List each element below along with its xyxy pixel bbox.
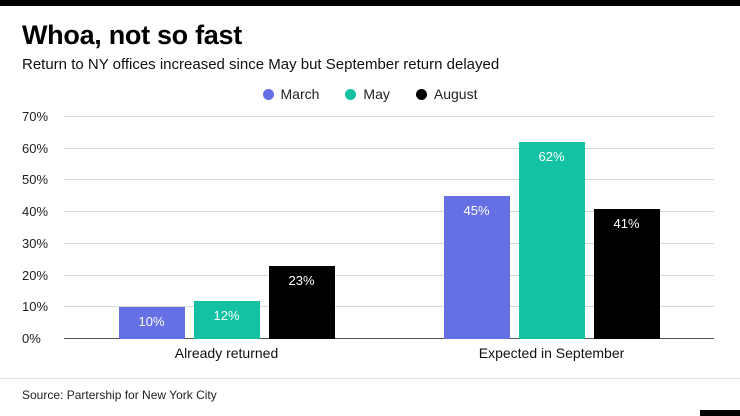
y-axis-tick-10%: 10%	[22, 299, 49, 315]
legend-item-march: March	[262, 86, 320, 102]
bar-august-group0: 23%	[268, 266, 335, 339]
legend-item-august: August	[415, 86, 478, 102]
source-text: Source: Partership for New York City	[22, 388, 217, 402]
bar-value-label: 10%	[138, 314, 165, 330]
bar-group-1: 45% 62% 41%	[389, 117, 714, 339]
bars-layer: 10% 12% 23% 45% 62% 41%	[64, 117, 714, 339]
plot-area: 0% 10% 20% 30% 40% 50% 60% 70% 10% 12% 23% 45% 62% 41…	[22, 110, 714, 346]
chart-title: Whoa, not so fast	[22, 20, 242, 50]
y-axis-tick-30%: 30%	[22, 235, 49, 251]
y-axis-tick-50%: 50%	[22, 172, 49, 188]
bottom-right-accent-bar	[700, 410, 740, 416]
gridline-10%	[64, 306, 714, 308]
gridline-20%	[64, 274, 714, 276]
chart-footer: Source: Partership for New York City	[0, 378, 740, 402]
bar-march-group0: 10%	[118, 307, 185, 339]
legend-label: March	[280, 86, 320, 102]
bar-value-label: 45%	[463, 203, 490, 219]
legend-item-may: May	[345, 86, 390, 102]
y-axis-tick-0%: 0%	[22, 331, 41, 346]
gridline-40%	[64, 211, 714, 213]
y-axis-tick-60%: 60%	[22, 140, 49, 156]
bar-value-label: 41%	[613, 215, 640, 231]
legend-dot-may	[345, 88, 357, 100]
legend-label: August	[433, 86, 478, 102]
x-axis-label-1: Expected in September	[478, 345, 625, 361]
bar-value-label: 12%	[213, 307, 240, 323]
x-axis-labels: Already returned Expected in September	[64, 339, 714, 361]
gridline-30%	[64, 242, 714, 244]
legend-dot-august	[415, 88, 427, 100]
y-axis-tick-20%: 20%	[22, 267, 49, 283]
legend-label: May	[363, 86, 390, 102]
bar-may-group0: 12%	[193, 300, 260, 339]
gridline-50%	[64, 179, 714, 181]
x-axis-label-0: Already returned	[174, 345, 279, 361]
bar-group-0: 10% 12% 23%	[64, 117, 389, 339]
bar-may-group1: 62%	[518, 142, 585, 339]
gridline-60%	[64, 147, 714, 149]
y-axis-tick-70%: 70%	[22, 109, 49, 124]
chart-header: Whoa, not so fast Return to NY offices i…	[0, 6, 740, 75]
gridline-70%	[64, 116, 714, 117]
top-accent-bar	[0, 0, 740, 6]
legend-dot-march	[262, 88, 274, 100]
legend: March May August	[0, 84, 740, 104]
bar-chart: 0% 10% 20% 30% 40% 50% 60% 70% 10% 12% 23% 45% 62% 41…	[22, 110, 714, 361]
bar-august-group1: 41%	[593, 208, 660, 339]
bar-value-label: 62%	[538, 149, 565, 165]
y-axis-tick-40%: 40%	[22, 204, 49, 220]
chart-subtitle: Return to NY offices increased since May…	[22, 56, 500, 73]
bar-march-group1: 45%	[443, 196, 510, 339]
gridline-0%	[64, 338, 714, 339]
bar-value-label: 23%	[288, 273, 315, 289]
